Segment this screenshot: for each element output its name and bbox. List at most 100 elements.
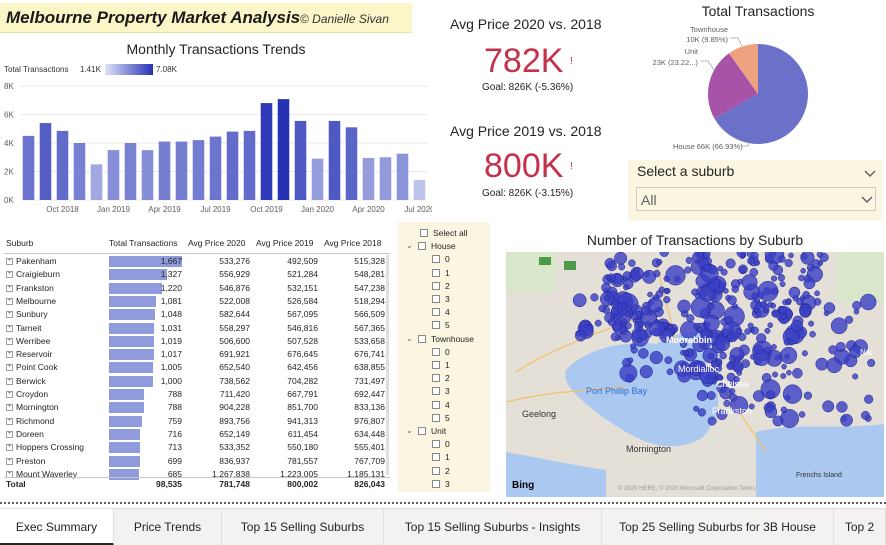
- suburb-dropdown[interactable]: All: [636, 187, 876, 211]
- map-bubble[interactable]: [629, 343, 636, 350]
- tab-top-25-selling-suburbs-for-3b-house[interactable]: Top 25 Selling Suburbs for 3B House: [602, 509, 834, 545]
- map-bubble[interactable]: [684, 266, 692, 274]
- table-row[interactable]: + Tarneit 1,031 558,297 546,816 567,365: [4, 322, 390, 335]
- map-bubble[interactable]: [680, 362, 687, 368]
- map-bubble[interactable]: [779, 281, 786, 288]
- checkbox[interactable]: [432, 400, 440, 409]
- table-row[interactable]: + Mornington 788 904,228 851,700 833,136: [4, 401, 390, 414]
- table-row[interactable]: + Craigieburn 1,327 556,929 521,284 548,281: [4, 268, 390, 281]
- map-bubble[interactable]: [598, 304, 607, 313]
- map-bubble[interactable]: [781, 363, 787, 370]
- table-row[interactable]: + Pakenham 1,667 533,276 492,509 515,328: [4, 255, 390, 268]
- map-bubble[interactable]: [764, 347, 771, 354]
- map-bubble[interactable]: [814, 290, 820, 297]
- table-row[interactable]: + Richmond 759 893,756 941,313 976,807: [4, 415, 390, 428]
- map-bubble[interactable]: [802, 290, 811, 299]
- map-bubble[interactable]: [717, 265, 724, 272]
- table-row[interactable]: + Frankston 1,220 546,876 532,151 547,238: [4, 282, 390, 295]
- map-bubble[interactable]: [696, 252, 705, 257]
- map-bubble[interactable]: [627, 357, 634, 364]
- bar-dec-2018[interactable]: [90, 164, 103, 200]
- col-header-total[interactable]: Total Transactions: [109, 238, 178, 248]
- map-bubble[interactable]: [766, 390, 776, 400]
- map-bubble[interactable]: [696, 389, 708, 402]
- checkbox[interactable]: [432, 308, 440, 317]
- pie-slice-house[interactable]: [714, 44, 808, 144]
- map-bubble[interactable]: [809, 331, 816, 338]
- checkbox[interactable]: [432, 255, 440, 264]
- map-bubble[interactable]: [624, 322, 632, 330]
- map-bubble[interactable]: [799, 304, 812, 317]
- table-row[interactable]: + Werribee 1,019 506,600 507,528 533,658: [4, 335, 390, 348]
- tab-exec-summary[interactable]: Exec Summary: [0, 509, 114, 545]
- expand-icon[interactable]: +: [6, 284, 13, 292]
- expand-icon[interactable]: +: [6, 457, 13, 465]
- pie-slice-unit[interactable]: [708, 53, 758, 119]
- map-bubble[interactable]: [727, 295, 737, 305]
- map-canvas[interactable]: [506, 252, 884, 497]
- map-bubble[interactable]: [803, 274, 812, 283]
- map-bubble[interactable]: [751, 292, 759, 300]
- bar-oct-2019[interactable]: [260, 103, 273, 200]
- map-bubble[interactable]: [741, 274, 758, 291]
- map-bubble[interactable]: [771, 309, 780, 318]
- map-bubble[interactable]: [744, 328, 751, 335]
- map-bubble[interactable]: [637, 320, 644, 327]
- map-bubble[interactable]: [725, 258, 736, 269]
- expand-icon[interactable]: +: [6, 430, 13, 438]
- map-bubble[interactable]: [726, 372, 736, 382]
- map-bubble[interactable]: [784, 259, 793, 268]
- map-bubble[interactable]: [762, 307, 769, 314]
- map-bubble[interactable]: [788, 286, 801, 299]
- map-bubble[interactable]: [649, 320, 665, 337]
- tab-price-trends[interactable]: Price Trends: [114, 509, 222, 545]
- map-bubble[interactable]: [693, 322, 700, 330]
- map-bubble[interactable]: [699, 337, 711, 350]
- map-bubble[interactable]: [747, 257, 755, 265]
- map-bubble[interactable]: [638, 348, 649, 359]
- map-bubble[interactable]: [618, 263, 626, 271]
- table-row[interactable]: + Sunbury 1,048 582,644 567,095 566,509: [4, 308, 390, 321]
- tab-top-15-selling-suburbs[interactable]: Top 15 Selling Suburbs: [222, 509, 384, 545]
- col-header-2018[interactable]: Avg Price 2018: [324, 238, 382, 248]
- bar-may-2019[interactable]: [175, 141, 188, 200]
- map-bubble[interactable]: [792, 368, 803, 379]
- table-row[interactable]: + Hoppers Crossing 713 533,352 550,180 555,40…: [4, 441, 390, 454]
- map-bubble[interactable]: [822, 400, 835, 413]
- map-bubble[interactable]: [707, 302, 715, 310]
- expand-icon[interactable]: +: [6, 351, 13, 359]
- map-bubble[interactable]: [836, 401, 848, 413]
- map-bubble[interactable]: [788, 339, 795, 346]
- map-bubble[interactable]: [845, 315, 854, 324]
- pie-slice-townhouse[interactable]: [728, 44, 758, 94]
- checkbox[interactable]: [418, 427, 426, 435]
- table-row[interactable]: + Reservoir 1,017 691,921 676,645 676,741: [4, 348, 390, 361]
- map-bubble[interactable]: [590, 293, 599, 302]
- map-bubble[interactable]: [747, 322, 754, 329]
- expand-chevron-icon[interactable]: ⌄: [406, 333, 413, 343]
- map-bubble[interactable]: [606, 261, 617, 272]
- expand-icon[interactable]: +: [6, 377, 13, 385]
- bar-feb-2019[interactable]: [124, 143, 137, 200]
- bar-oct-2018[interactable]: [56, 130, 69, 200]
- map-bubble[interactable]: [666, 368, 674, 376]
- map-bubble[interactable]: [764, 327, 771, 334]
- map-bubble[interactable]: [663, 287, 670, 295]
- map-bubble[interactable]: [735, 327, 743, 335]
- table-row[interactable]: + Point Cook 1,005 652,540 642,456 638,855: [4, 361, 390, 374]
- col-header-suburb[interactable]: Suburb: [6, 238, 34, 248]
- map-bubble[interactable]: [628, 259, 636, 267]
- table-scrollbar[interactable]: [386, 255, 389, 475]
- chevron-down-icon[interactable]: [864, 167, 876, 179]
- map-bubble[interactable]: [767, 301, 774, 308]
- map-bubble[interactable]: [697, 408, 706, 417]
- map-bubble[interactable]: [639, 365, 653, 379]
- map-copyright[interactable]: © 2020 HERE, © 2020 Microsoft Corporatio…: [618, 486, 756, 492]
- checkbox[interactable]: [432, 479, 440, 488]
- checkbox[interactable]: [418, 242, 426, 251]
- map-bubble[interactable]: [716, 409, 728, 421]
- map-bubble[interactable]: [748, 403, 755, 410]
- bar-apr-2019[interactable]: [158, 141, 171, 200]
- expand-chevron-icon[interactable]: ⌄: [406, 241, 413, 251]
- bar-apr-2020[interactable]: [362, 157, 375, 200]
